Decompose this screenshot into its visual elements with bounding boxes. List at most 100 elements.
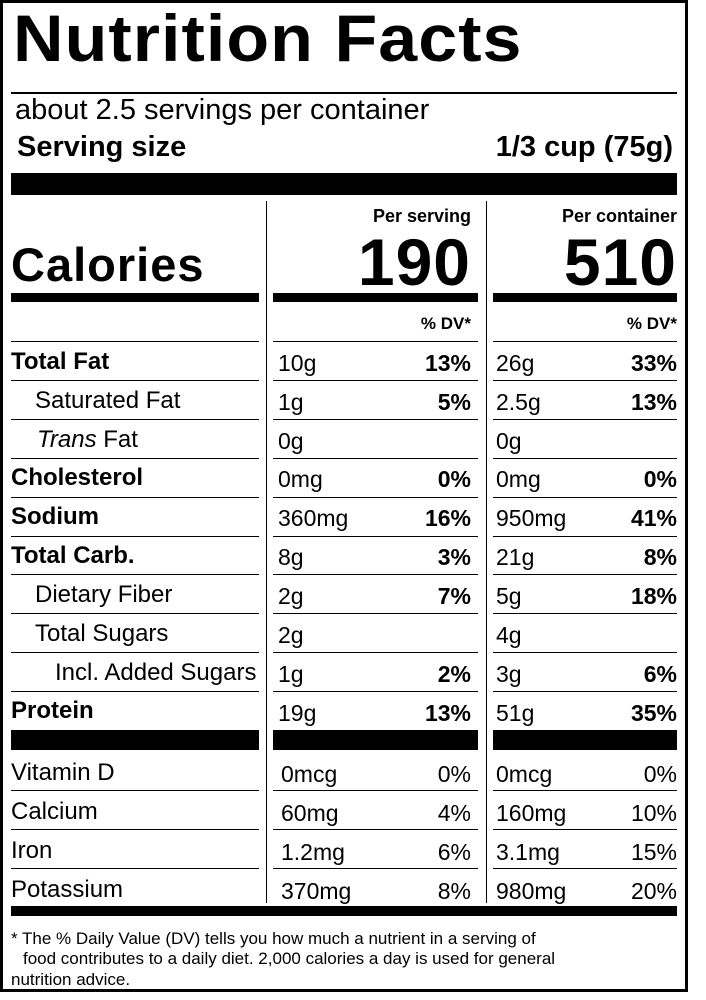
potassium-container-amount: 980mg	[496, 878, 567, 904]
calories-bar-serving	[273, 293, 478, 302]
row-divider	[493, 829, 677, 830]
saturated-fat-container-amount: 2.5g	[496, 389, 541, 415]
row-divider	[493, 691, 677, 692]
trans-fat-suffix: Fat	[96, 426, 138, 453]
cholesterol-serving-amount: 0mg	[278, 466, 323, 492]
row-divider	[273, 497, 478, 498]
trans-fat-container-amount: 0g	[496, 428, 522, 454]
nutrition-facts-label: Nutrition Facts about 2.5 servings per c…	[0, 0, 688, 992]
nutrient-name-saturated-fat: Saturated Fat	[35, 387, 181, 414]
row-divider	[11, 458, 259, 459]
protein-serving-amount: 19g	[278, 700, 317, 726]
nutrient-name-added-sugars: Incl. Added Sugars	[55, 659, 257, 686]
nutrient-name-trans-fat: Trans Fat	[37, 428, 138, 452]
nutrient-name-total-sugars: Total Sugars	[35, 620, 169, 647]
row-divider	[273, 790, 478, 791]
dietary-fiber-container-amount: 5g	[496, 583, 522, 609]
footnote-line-2: food contributes to a daily diet. 2,000 …	[23, 949, 556, 969]
calories-bar-name	[11, 293, 259, 302]
row-divider	[11, 574, 259, 575]
protein-serving-dv: 13%	[424, 700, 471, 726]
footnote: * The % Daily Value (DV) tells you how m…	[11, 929, 671, 990]
total-fat-serving-amount: 10g	[278, 350, 317, 376]
vitamin-bar-container	[493, 730, 677, 750]
row-divider	[493, 380, 677, 381]
calories-per-serving: 190	[357, 225, 471, 299]
row-divider	[11, 613, 259, 614]
calcium-container-dv: 10%	[630, 800, 677, 826]
trans-fat-serving-amount: 0g	[278, 428, 304, 454]
total-fat-serving-dv: 13%	[424, 350, 471, 376]
potassium-container-dv: 20%	[630, 878, 677, 904]
calories-bar-container	[493, 293, 677, 302]
total-sugars-serving-amount: 2g	[278, 622, 304, 648]
sodium-serving-amount: 360mg	[278, 505, 349, 531]
vitamin-name-calcium: Calcium	[11, 798, 98, 825]
row-divider	[11, 341, 259, 342]
footnote-line-1: * The % Daily Value (DV) tells you how m…	[11, 929, 536, 948]
row-divider	[493, 341, 677, 342]
row-divider	[11, 790, 259, 791]
row-divider	[273, 868, 478, 869]
vitamin-name-potassium: Potassium	[11, 876, 124, 903]
serving-size-value: 1/3 cup (75g)	[495, 131, 673, 163]
potassium-serving-amount: 370mg	[281, 878, 352, 904]
protein-container-dv: 35%	[630, 700, 677, 726]
total-carb-container-dv: 8%	[643, 544, 677, 570]
iron-serving-amount: 1.2mg	[281, 839, 345, 865]
dv-heading-container: % DV*	[626, 314, 677, 333]
title-divider	[11, 92, 677, 94]
dv-heading-serving: % DV*	[420, 314, 471, 333]
sodium-container-dv: 41%	[630, 505, 677, 531]
vitamin-bar-serving	[273, 730, 478, 750]
cholesterol-serving-dv: 0%	[437, 466, 471, 492]
saturated-fat-serving-amount: 1g	[278, 389, 304, 415]
iron-container-amount: 3.1mg	[496, 839, 560, 865]
nutrient-name-dietary-fiber: Dietary Fiber	[35, 581, 173, 608]
per-serving-heading: Per serving	[372, 206, 471, 226]
row-divider	[11, 419, 259, 420]
row-divider	[273, 341, 478, 342]
potassium-serving-dv: 8%	[437, 878, 471, 904]
dietary-fiber-container-dv: 18%	[630, 583, 677, 609]
total-carb-container-amount: 21g	[496, 544, 535, 570]
row-divider	[11, 829, 259, 830]
row-divider	[273, 691, 478, 692]
row-divider	[493, 613, 677, 614]
row-divider	[11, 380, 259, 381]
total-sugars-container-amount: 4g	[496, 622, 522, 648]
calories-label: Calories	[11, 238, 205, 291]
row-divider	[493, 497, 677, 498]
column-separator-container	[486, 201, 487, 903]
column-separator-serving	[266, 201, 267, 903]
row-divider	[11, 536, 259, 537]
cholesterol-container-dv: 0%	[643, 466, 677, 492]
row-divider	[273, 652, 478, 653]
row-divider	[11, 497, 259, 498]
footnote-line-3: nutrition advice.	[11, 969, 131, 989]
row-divider	[11, 652, 259, 653]
saturated-fat-serving-dv: 5%	[437, 389, 471, 415]
calcium-serving-dv: 4%	[437, 800, 471, 826]
protein-container-amount: 51g	[496, 700, 535, 726]
iron-serving-dv: 6%	[437, 839, 471, 865]
row-divider	[493, 574, 677, 575]
per-container-heading: Per container	[561, 206, 677, 226]
cholesterol-container-amount: 0mg	[496, 466, 541, 492]
row-divider	[493, 419, 677, 420]
servings-per-container: about 2.5 servings per container	[15, 94, 430, 126]
added-sugars-container-dv: 6%	[643, 661, 677, 687]
serving-size-label: Serving size	[17, 131, 187, 163]
dietary-fiber-serving-dv: 7%	[437, 583, 471, 609]
calcium-serving-amount: 60mg	[281, 800, 339, 826]
label-title: Nutrition Facts	[13, 1, 523, 75]
row-divider	[273, 458, 478, 459]
nutrient-name-protein: Protein	[11, 697, 94, 724]
vitamin-d-serving-dv: 0%	[437, 761, 471, 787]
total-fat-container-dv: 33%	[630, 350, 677, 376]
total-fat-container-amount: 26g	[496, 350, 535, 376]
sodium-container-amount: 950mg	[496, 505, 567, 531]
vitamin-d-container-amount: 0mcg	[496, 761, 553, 787]
row-divider	[273, 536, 478, 537]
row-divider	[11, 868, 259, 869]
